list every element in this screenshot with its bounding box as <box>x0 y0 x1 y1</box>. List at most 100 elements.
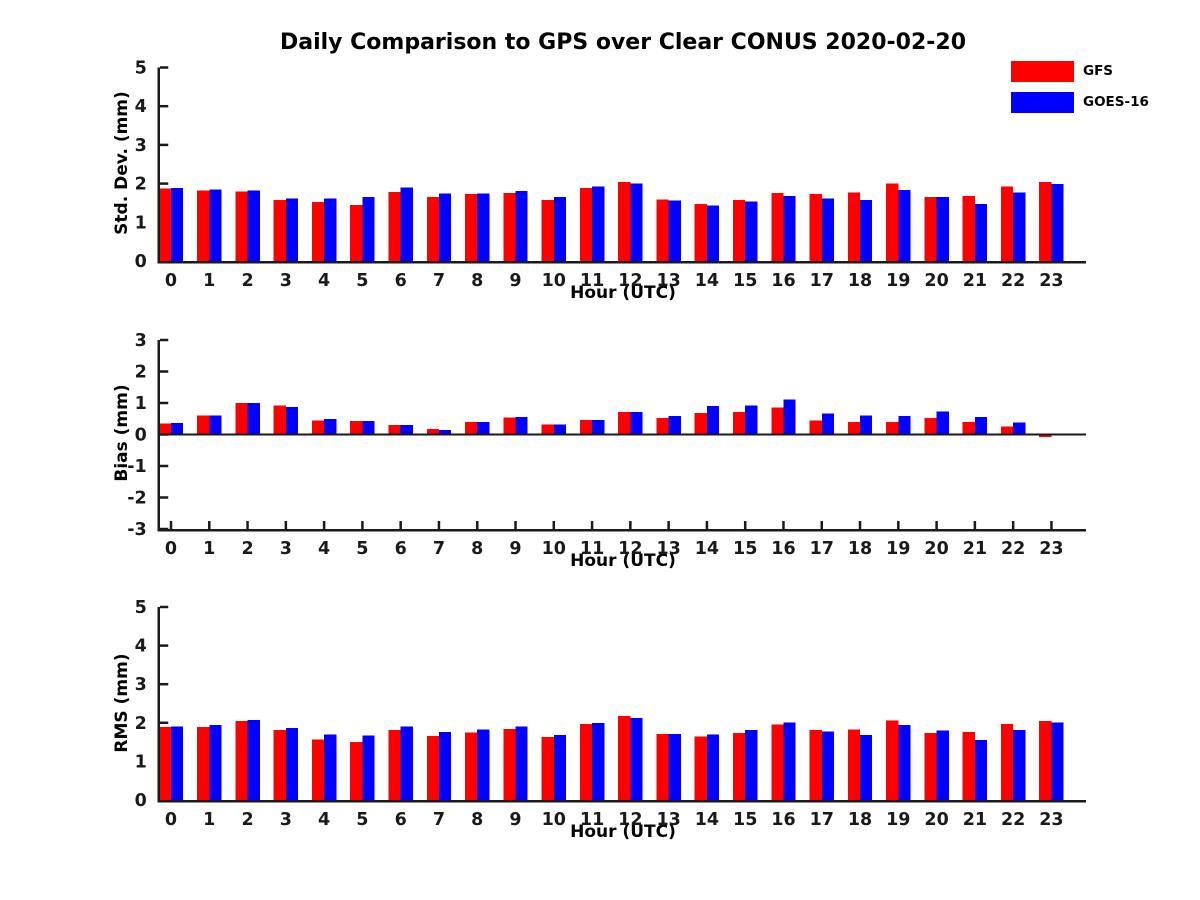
bar-gfs-h18 <box>847 729 861 800</box>
x-tick-label: 21 <box>963 810 987 830</box>
bar-goes-16-h1 <box>209 725 222 800</box>
bar-goes-16-h11 <box>592 186 605 261</box>
x-tick-label: 14 <box>695 271 719 291</box>
bar-gfs-h7 <box>426 196 439 261</box>
x-tick-label: 10 <box>542 810 566 830</box>
x-tick-label: 4 <box>318 271 330 291</box>
bar-gfs-h21 <box>962 422 975 435</box>
bar-goes-16-h9 <box>515 726 528 800</box>
x-tick-label: 0 <box>165 271 177 291</box>
bar-gfs-h14 <box>694 413 707 435</box>
bar-goes-16-h0 <box>171 188 184 261</box>
y-tick-label: 2 <box>135 714 147 734</box>
bar-gfs-h23 <box>1039 720 1052 800</box>
bar-goes-16-h4 <box>324 419 337 435</box>
bar-gfs-h22 <box>1000 426 1014 435</box>
bar-goes-16-h17 <box>821 198 834 261</box>
gfs-color-swatch <box>1011 61 1074 82</box>
bar-goes-16-h23 <box>1051 183 1064 261</box>
bar-gfs-h20 <box>924 196 937 261</box>
bar-gfs-h12 <box>618 716 631 800</box>
x-tick-label: 23 <box>1039 271 1063 291</box>
bar-gfs-h2 <box>235 720 248 800</box>
axes-spines <box>157 67 1086 264</box>
x-tick-label: 15 <box>733 810 757 830</box>
x-tick-label: 16 <box>771 271 795 291</box>
bar-goes-16-h15 <box>745 730 758 800</box>
bar-goes-16-h0 <box>171 423 184 435</box>
x-tick-label: 20 <box>924 271 948 291</box>
bar-goes-16-h5 <box>362 735 375 800</box>
x-tick-label: 22 <box>1001 271 1025 291</box>
figure-title: Daily Comparison to GPS over Clear CONUS… <box>279 30 967 55</box>
bar-goes-16-h22 <box>1013 192 1026 261</box>
bar-gfs-h22 <box>1000 186 1014 261</box>
bar-gfs-h13 <box>656 199 669 261</box>
goes-16-color-swatch <box>1011 92 1074 113</box>
bar-gfs-h8 <box>465 194 478 261</box>
bar-gfs-h3 <box>273 405 286 435</box>
y-tick-label: 1 <box>135 213 147 233</box>
bar-goes-16-h18 <box>860 200 873 261</box>
x-tick-label: 20 <box>924 810 948 830</box>
bar-goes-16-h15 <box>745 405 758 435</box>
bar-goes-16-h19 <box>898 416 911 435</box>
x-tick-label: 8 <box>471 810 483 830</box>
bar-goes-16-h3 <box>285 406 299 435</box>
bar-goes-16-h11 <box>592 722 605 800</box>
x-tick-label: 23 <box>1039 810 1063 830</box>
bar-goes-16-h8 <box>477 729 490 800</box>
x-tick-label: 3 <box>280 810 292 830</box>
bar-gfs-h12 <box>618 182 631 261</box>
bar-goes-16-h12 <box>630 183 643 261</box>
x-tick-label: 20 <box>924 539 948 559</box>
y-tick-label: -3 <box>127 520 146 540</box>
bar-goes-16-h4 <box>324 734 337 800</box>
bar-gfs-h4 <box>311 420 325 435</box>
x-tick-label: 6 <box>395 539 407 559</box>
bar-gfs-h17 <box>809 730 822 800</box>
xlabel-std-dev: Hour (UTC) <box>570 283 676 303</box>
x-tick-label: 16 <box>771 810 795 830</box>
bar-goes-16-h2 <box>247 403 260 435</box>
bar-gfs-h8 <box>465 422 478 435</box>
bar-gfs-h21 <box>962 195 975 261</box>
bar-goes-16-h18 <box>860 734 873 800</box>
axes-spines <box>157 607 1086 803</box>
bar-goes-16-h14 <box>706 205 720 261</box>
x-tick-label: 0 <box>165 539 177 559</box>
bar-goes-16-h18 <box>860 415 873 435</box>
bar-goes-16-h10 <box>553 735 566 800</box>
bar-goes-16-h16 <box>783 399 796 435</box>
bar-gfs-h9 <box>503 728 516 800</box>
bar-goes-16-h6 <box>400 425 413 435</box>
bar-gfs-h9 <box>503 192 516 261</box>
bar-gfs-h7 <box>426 735 439 800</box>
x-tick-label: 11 <box>580 810 604 830</box>
bar-goes-16-h20 <box>936 730 949 800</box>
bar-goes-16-h5 <box>362 420 375 435</box>
bar-gfs-h1 <box>197 727 210 800</box>
x-tick-label: 12 <box>618 539 642 559</box>
x-tick-label: 17 <box>810 271 834 291</box>
x-tick-label: 1 <box>203 810 215 830</box>
bar-goes-16-h0 <box>171 726 184 800</box>
bar-goes-16-h13 <box>668 200 681 261</box>
x-tick-label: 9 <box>509 810 521 830</box>
bar-goes-16-h12 <box>630 718 643 800</box>
bar-gfs-h11 <box>579 420 593 435</box>
bar-gfs-h6 <box>388 425 401 435</box>
bar-goes-16-h7 <box>438 193 452 261</box>
bar-goes-16-h2 <box>247 720 260 800</box>
x-tick-label: 14 <box>695 810 719 830</box>
bar-gfs-h5 <box>350 204 363 261</box>
bar-gfs-h21 <box>962 732 975 800</box>
x-tick-label: 18 <box>848 539 872 559</box>
x-tick-label: 22 <box>1001 539 1025 559</box>
x-tick-label: 21 <box>963 271 987 291</box>
x-tick-label: 6 <box>395 810 407 830</box>
x-tick-label: 15 <box>733 539 757 559</box>
bar-gfs-h11 <box>579 187 593 261</box>
bar-gfs-h5 <box>350 420 363 435</box>
xlabel-rms: Hour (UTC) <box>570 822 676 842</box>
